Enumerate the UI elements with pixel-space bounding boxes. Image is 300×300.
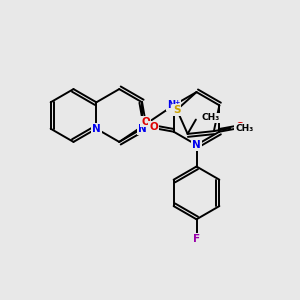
Text: O: O <box>141 116 150 127</box>
Text: N: N <box>138 124 146 134</box>
Text: F: F <box>193 234 200 244</box>
Text: N: N <box>192 140 201 150</box>
Text: N: N <box>92 124 101 134</box>
Text: CH₃: CH₃ <box>236 124 254 133</box>
Text: N⁺: N⁺ <box>167 100 180 110</box>
Text: O: O <box>235 122 244 132</box>
Text: O: O <box>149 122 158 132</box>
Text: S: S <box>173 105 181 115</box>
Text: CH₃: CH₃ <box>201 113 220 122</box>
